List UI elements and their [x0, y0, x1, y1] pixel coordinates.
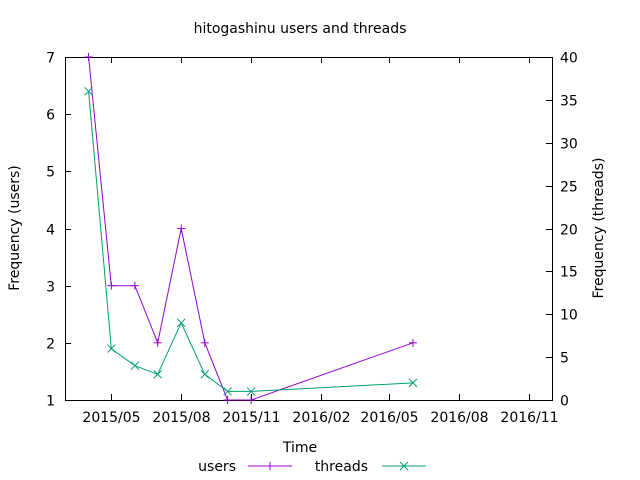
y-left-tick-label: 2 [46, 337, 55, 353]
y-right-tick-label: 10 [560, 308, 578, 324]
legend-marker-users [266, 462, 274, 470]
y-right-tick-label: 15 [560, 265, 578, 281]
chart-title: hitogashinu users and threads [194, 21, 407, 37]
marker-stroke [246, 387, 256, 396]
users-data-point [200, 338, 209, 347]
x-tick-label: 2015/11 [222, 410, 280, 426]
users-data-point [130, 281, 139, 290]
x-axis-label: Time [282, 440, 317, 456]
users-data-point [223, 396, 232, 404]
x-tick-label: 2016/02 [292, 410, 350, 426]
series-layer [84, 53, 418, 404]
threads-data-point [246, 387, 256, 396]
users-data-point [247, 396, 256, 404]
marker-stroke [106, 344, 116, 353]
y-right-tick-label: 20 [560, 223, 578, 239]
y-right-tick-label: 35 [560, 94, 578, 110]
y-axis-left-label: Frequency (users) [7, 165, 23, 291]
users-data-point [84, 53, 93, 61]
users-data-point [177, 224, 186, 233]
marker-stroke [200, 369, 210, 379]
threads-series-line [88, 91, 414, 392]
marker-stroke [408, 378, 418, 388]
legend-label-users: users [198, 459, 236, 475]
y-left-tick-label: 7 [46, 51, 55, 67]
y-left-tick-label: 1 [46, 394, 55, 410]
users-series-line [88, 56, 414, 401]
y-right-tick-label: 30 [560, 137, 578, 153]
marker-stroke [130, 361, 140, 371]
threads-data-point [106, 344, 116, 353]
users-data-point [153, 338, 162, 347]
threads-data-point [223, 387, 232, 396]
users-data-point [408, 338, 417, 347]
y-axis-right-label: Frequency (threads) [591, 158, 607, 299]
y-right-tick-label: 0 [560, 394, 569, 410]
y-left-tick-label: 5 [46, 165, 55, 181]
threads-data-point [408, 378, 418, 388]
users-data-point [107, 281, 116, 290]
legend-marker-threads [399, 461, 409, 471]
threads-data-point [84, 86, 93, 96]
legend: users threads [198, 459, 426, 475]
x-tick-label: 2016/05 [360, 410, 418, 426]
y-right-tick-label: 25 [560, 180, 578, 196]
x-tick-label: 2016/08 [430, 410, 488, 426]
marker-stroke [153, 369, 163, 379]
legend-label-threads: threads [315, 459, 368, 475]
marker-stroke [84, 86, 93, 96]
plot-border [65, 57, 553, 401]
marker-stroke [223, 387, 232, 396]
y-left-tick-label: 4 [46, 223, 55, 239]
threads-data-point [176, 318, 186, 328]
threads-data-point [153, 369, 163, 379]
marker-stroke [176, 318, 186, 328]
x-tick-label: 2015/05 [82, 410, 140, 426]
threads-data-point [130, 361, 140, 371]
axis-ticks: 1 2 3 4 5 6 7 0 5 10 15 20 25 30 35 40 2015/05 2015/08 201… [46, 51, 578, 427]
y-right-tick-label: 5 [560, 351, 569, 367]
x-tick-label: 2015/08 [152, 410, 210, 426]
marker-stroke [399, 461, 409, 471]
y-left-tick-label: 6 [46, 108, 55, 124]
y-right-tick-label: 40 [560, 51, 578, 67]
y-left-tick-label: 3 [46, 280, 55, 296]
threads-data-point [200, 369, 210, 379]
x-tick-label: 2016/11 [500, 410, 558, 426]
